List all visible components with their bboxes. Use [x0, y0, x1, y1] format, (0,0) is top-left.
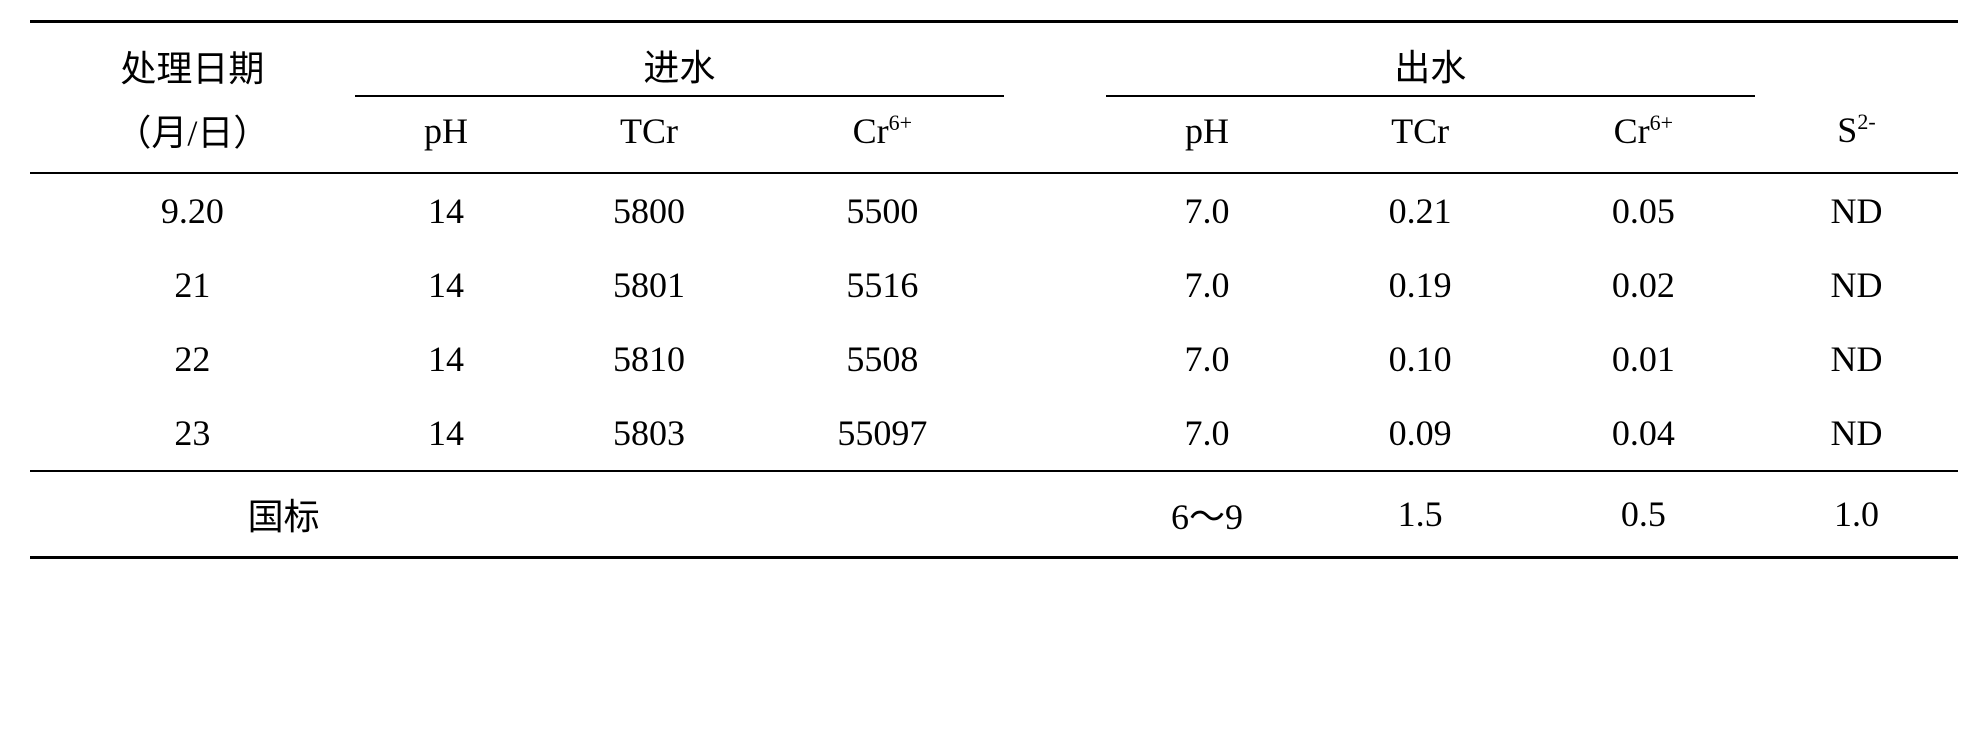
header-out-s2-base: S	[1837, 110, 1857, 150]
cell-out-ph: 7.0	[1106, 173, 1309, 248]
standard-blank	[761, 471, 1005, 558]
cell-out-tcr: 0.19	[1309, 248, 1532, 322]
header-out-s2-sup: 2-	[1857, 109, 1875, 134]
header-row-1: 处理日期 进水 出水	[30, 22, 1958, 97]
header-out-s2: S2-	[1755, 96, 1958, 173]
cell-out-s2: ND	[1755, 173, 1958, 248]
cell-out-cr6: 0.02	[1532, 248, 1755, 322]
cell-gap	[1004, 173, 1105, 248]
header-gap2	[1004, 96, 1105, 173]
cell-date: 23	[30, 396, 355, 471]
cell-in-cr6: 5516	[761, 248, 1005, 322]
header-in-cr6-base: Cr	[853, 111, 889, 151]
cell-in-ph: 14	[355, 396, 538, 471]
cell-out-cr6: 0.04	[1532, 396, 1755, 471]
cell-in-tcr: 5803	[537, 396, 760, 471]
cell-out-s2: ND	[1755, 322, 1958, 396]
standard-out-tcr: 1.5	[1309, 471, 1532, 558]
cell-in-cr6: 55097	[761, 396, 1005, 471]
cell-date: 22	[30, 322, 355, 396]
header-out-ph: pH	[1106, 96, 1309, 173]
header-gap	[1004, 22, 1105, 97]
cell-out-tcr: 0.21	[1309, 173, 1532, 248]
cell-out-ph: 7.0	[1106, 248, 1309, 322]
header-effluent-group: 出水	[1106, 22, 1755, 97]
header-in-ph: pH	[355, 96, 538, 173]
table-row: 21 14 5801 5516 7.0 0.19 0.02 ND	[30, 248, 1958, 322]
header-in-cr6: Cr6+	[761, 96, 1005, 173]
standard-blank	[537, 471, 760, 558]
header-out-tcr: TCr	[1309, 96, 1532, 173]
cell-in-tcr: 5810	[537, 322, 760, 396]
header-out-cr6: Cr6+	[1532, 96, 1755, 173]
header-in-tcr: TCr	[537, 96, 760, 173]
standard-out-cr6: 0.5	[1532, 471, 1755, 558]
cell-out-s2: ND	[1755, 396, 1958, 471]
table-row: 9.20 14 5800 5500 7.0 0.21 0.05 ND	[30, 173, 1958, 248]
header-date-line2: （月/日）	[30, 96, 355, 173]
standard-blank	[1004, 471, 1105, 558]
cell-in-tcr: 5801	[537, 248, 760, 322]
cell-date: 9.20	[30, 173, 355, 248]
cell-out-ph: 7.0	[1106, 396, 1309, 471]
header-out-cr6-sup: 6+	[1650, 110, 1673, 135]
cell-date: 21	[30, 248, 355, 322]
cell-out-tcr: 0.09	[1309, 396, 1532, 471]
table-row: 23 14 5803 55097 7.0 0.09 0.04 ND	[30, 396, 1958, 471]
cell-in-cr6: 5508	[761, 322, 1005, 396]
cell-in-ph: 14	[355, 248, 538, 322]
cell-in-tcr: 5800	[537, 173, 760, 248]
header-blank-right	[1755, 22, 1958, 97]
header-date-line1: 处理日期	[30, 22, 355, 97]
standard-out-s2: 1.0	[1755, 471, 1958, 558]
cell-out-cr6: 0.05	[1532, 173, 1755, 248]
data-table: 处理日期 进水 出水 （月/日） pH TCr Cr6+ pH TCr Cr6+…	[30, 20, 1958, 559]
cell-gap	[1004, 396, 1105, 471]
cell-gap	[1004, 322, 1105, 396]
header-row-2: （月/日） pH TCr Cr6+ pH TCr Cr6+ S2-	[30, 96, 1958, 173]
header-influent-group: 进水	[355, 22, 1004, 97]
cell-out-tcr: 0.10	[1309, 322, 1532, 396]
cell-out-s2: ND	[1755, 248, 1958, 322]
cell-in-ph: 14	[355, 322, 538, 396]
cell-out-ph: 7.0	[1106, 322, 1309, 396]
cell-out-cr6: 0.01	[1532, 322, 1755, 396]
header-out-cr6-base: Cr	[1614, 111, 1650, 151]
standard-label: 国标	[30, 471, 537, 558]
table-row: 22 14 5810 5508 7.0 0.10 0.01 ND	[30, 322, 1958, 396]
cell-in-ph: 14	[355, 173, 538, 248]
standard-row: 国标 6～9 1.5 0.5 1.0	[30, 471, 1958, 558]
standard-out-ph: 6～9	[1106, 471, 1309, 558]
cell-in-cr6: 5500	[761, 173, 1005, 248]
header-in-cr6-sup: 6+	[889, 110, 912, 135]
cell-gap	[1004, 248, 1105, 322]
